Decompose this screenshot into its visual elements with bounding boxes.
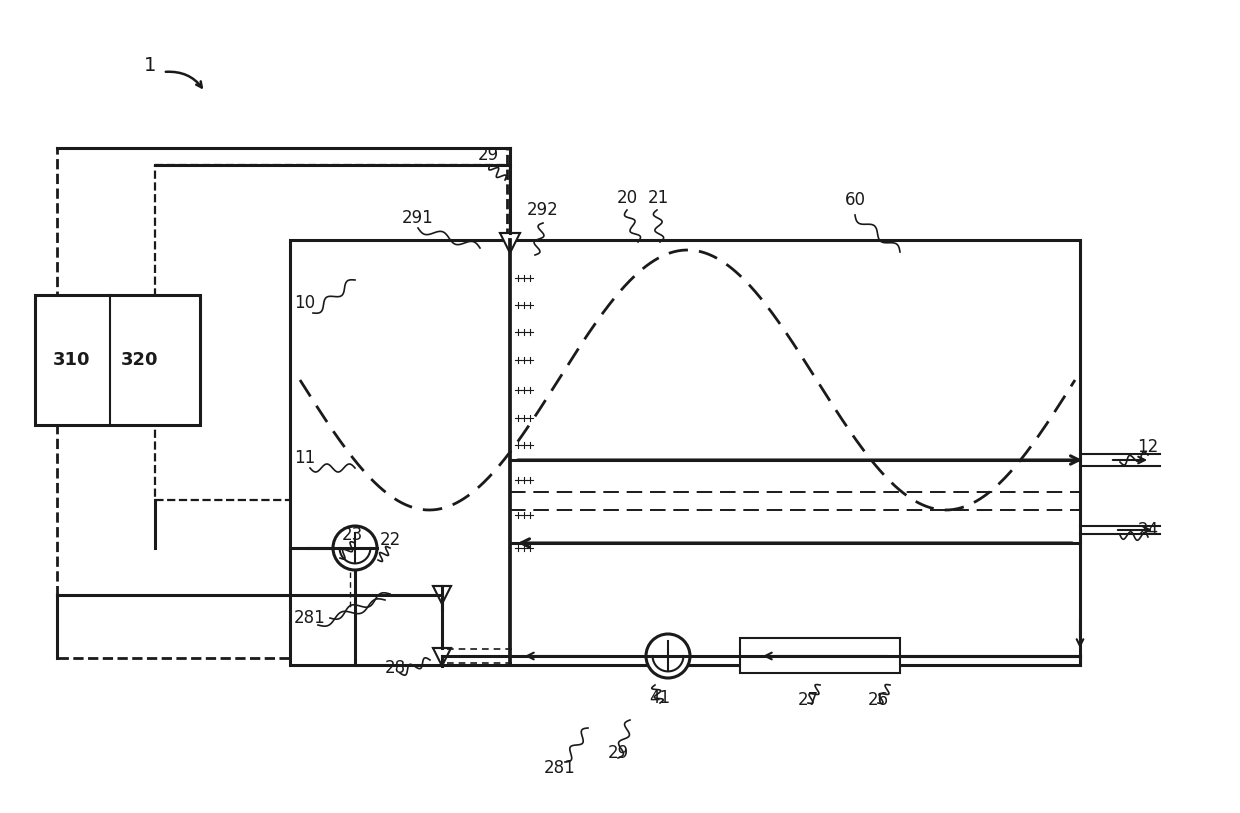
Text: 11: 11	[294, 449, 316, 467]
Text: 292: 292	[527, 201, 559, 219]
Text: 320: 320	[122, 351, 159, 369]
Polygon shape	[740, 638, 900, 673]
Polygon shape	[500, 233, 520, 253]
Text: 27: 27	[797, 691, 818, 709]
Text: 20: 20	[616, 189, 637, 207]
Text: 10: 10	[294, 294, 315, 312]
Text: 60: 60	[844, 191, 866, 209]
Text: 12: 12	[1137, 438, 1158, 456]
Circle shape	[646, 634, 689, 678]
Polygon shape	[433, 648, 451, 666]
Text: 29: 29	[608, 744, 629, 762]
Text: 21: 21	[647, 189, 668, 207]
Text: 310: 310	[53, 351, 91, 369]
Text: 26: 26	[868, 691, 889, 709]
Text: 23: 23	[341, 526, 362, 544]
Text: 281: 281	[294, 609, 326, 627]
Polygon shape	[433, 586, 451, 604]
Polygon shape	[35, 295, 200, 425]
Text: 24: 24	[1137, 521, 1158, 539]
Text: 291: 291	[402, 209, 434, 227]
Text: 29: 29	[477, 146, 498, 164]
Text: 28: 28	[384, 659, 405, 677]
Circle shape	[334, 526, 377, 570]
Text: 281: 281	[544, 759, 575, 777]
Text: 22: 22	[379, 531, 401, 549]
Text: 41: 41	[650, 689, 671, 707]
Text: 1: 1	[144, 55, 156, 75]
Polygon shape	[290, 240, 1080, 665]
